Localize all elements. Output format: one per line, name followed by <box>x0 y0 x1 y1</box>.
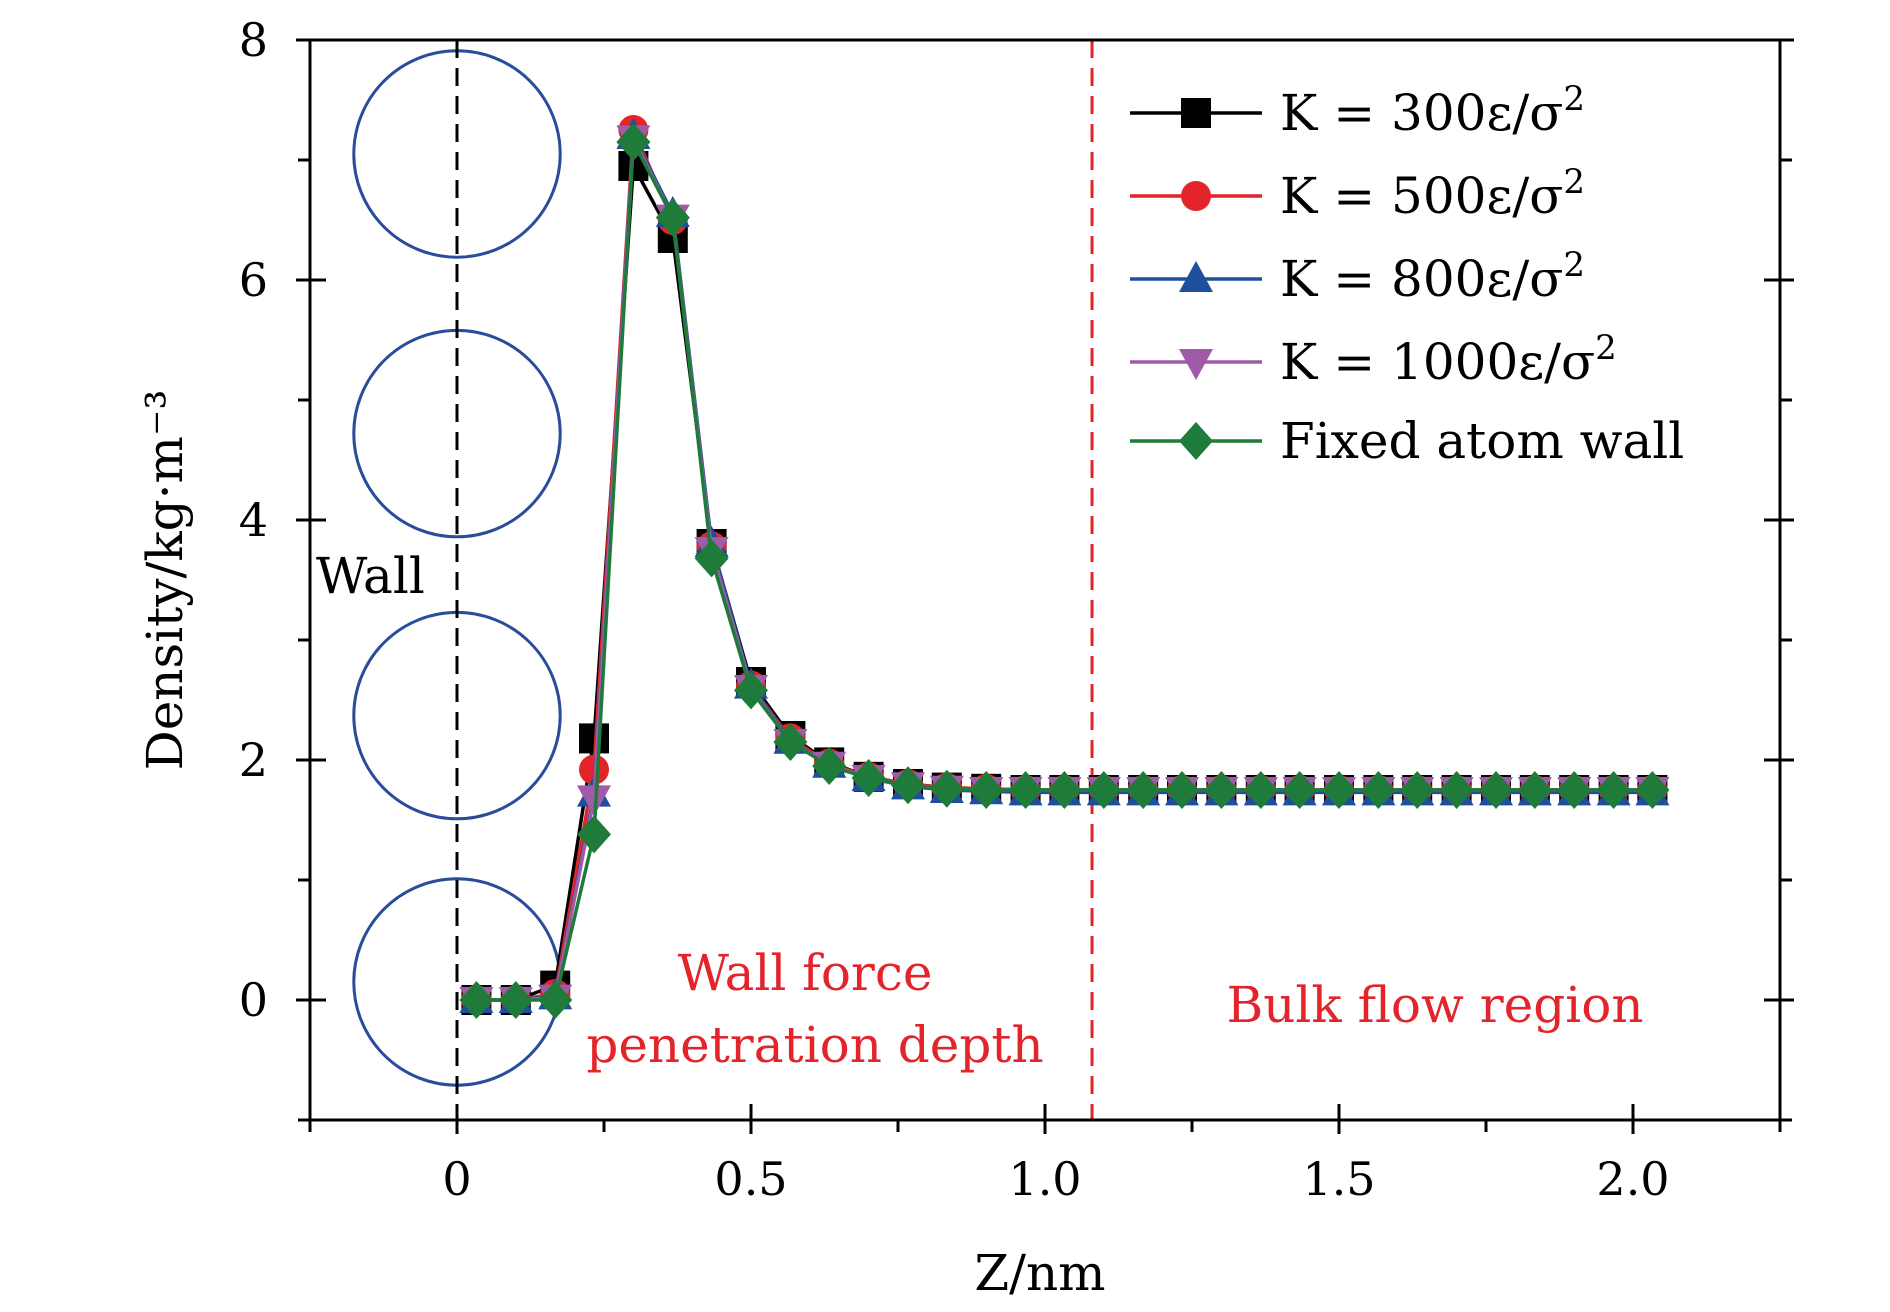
data-point-4-20 <box>1243 771 1278 809</box>
data-point-4-19 <box>1204 771 1239 809</box>
legend-label-0: K = 300ε/σ2 <box>1280 79 1585 142</box>
legend-marker-0 <box>1181 98 1211 128</box>
legend-label-2: K = 800ε/σ2 <box>1280 245 1585 308</box>
data-point-4-14 <box>1008 771 1043 809</box>
data-point-4-29 <box>1596 771 1631 809</box>
data-point-4-17 <box>1126 771 1161 809</box>
data-point-4-25 <box>1439 771 1474 809</box>
series-layer <box>459 115 1670 1019</box>
data-point-4-5 <box>655 198 690 237</box>
data-point-4-0 <box>459 981 494 1019</box>
data-point-4-26 <box>1478 771 1513 809</box>
legend-marker-4 <box>1179 422 1213 460</box>
axis-tick-labels: 0 0.5 1.0 1.5 2.0 0 2 4 6 8 <box>239 13 1670 1206</box>
legend: K = 300ε/σ2 K = 500ε/σ2 K = 800ε/σ2 K = 100… <box>1130 79 1684 470</box>
x-tick-label: 0.5 <box>714 1152 787 1206</box>
data-point-4-22 <box>1322 771 1356 809</box>
x-tick-label: 2.0 <box>1596 1152 1669 1206</box>
data-point-4-30 <box>1635 771 1670 809</box>
data-point-4-6 <box>694 539 729 578</box>
x-tick-label: 1.5 <box>1302 1152 1375 1206</box>
legend-marker-1 <box>1181 181 1211 211</box>
data-point-4-23 <box>1361 771 1396 809</box>
data-point-3-3 <box>577 785 612 817</box>
data-point-4-12 <box>929 769 964 808</box>
x-tick-label: 0 <box>442 1152 471 1206</box>
data-point-4-10 <box>851 759 886 797</box>
y-tick-label: 8 <box>239 13 268 67</box>
y-tick-label: 4 <box>239 493 268 547</box>
data-point-4-15 <box>1047 771 1082 809</box>
series-4 <box>459 123 1670 1019</box>
data-point-4-21 <box>1282 771 1317 809</box>
x-axis-title: Z/nm <box>974 1244 1105 1302</box>
data-point-4-18 <box>1165 771 1200 809</box>
data-point-4-16 <box>1086 771 1121 809</box>
data-point-4-8 <box>773 723 808 761</box>
penetration-annotation-line2: penetration depth <box>586 1016 1043 1074</box>
data-point-4-13 <box>969 771 1004 809</box>
penetration-annotation-line1: Wall force <box>678 944 933 1002</box>
legend-label-3: K = 1000ε/σ2 <box>1280 328 1617 391</box>
data-point-4-7 <box>734 671 768 710</box>
bulk-annotation: Bulk flow region <box>1226 976 1643 1034</box>
legend-label-4: Fixed atom wall <box>1280 412 1684 470</box>
region-divider-lines <box>455 40 1094 1120</box>
data-point-4-3 <box>577 815 612 854</box>
wall-annotation: Wall <box>316 547 425 605</box>
data-point-4-9 <box>812 747 847 785</box>
y-axis-title: Density/kg·m⁻³ <box>136 390 194 771</box>
data-point-4-1 <box>498 981 533 1019</box>
data-point-4-27 <box>1517 771 1552 809</box>
y-tick-label: 2 <box>239 733 268 787</box>
x-tick-label: 1.0 <box>1008 1152 1081 1206</box>
legend-marker-2 <box>1179 261 1213 292</box>
axis-ticks <box>296 38 1794 1134</box>
data-point-4-2 <box>538 981 573 1019</box>
data-point-4-11 <box>890 766 925 805</box>
y-tick-label: 0 <box>239 973 268 1027</box>
data-point-4-28 <box>1557 771 1592 809</box>
y-tick-label: 6 <box>239 253 268 307</box>
data-point-4-4 <box>616 123 651 161</box>
data-point-4-24 <box>1400 771 1435 809</box>
legend-marker-3 <box>1179 349 1213 380</box>
legend-label-1: K = 500ε/σ2 <box>1280 162 1585 225</box>
